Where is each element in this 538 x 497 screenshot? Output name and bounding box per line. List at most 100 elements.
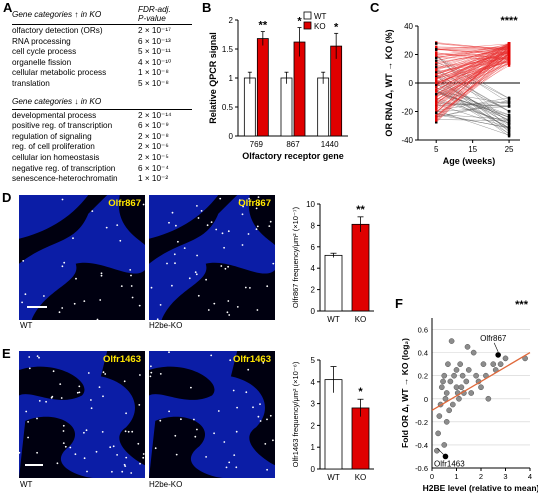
category-name: positive reg. of transcription (12, 121, 113, 131)
significance-stars: **** (501, 15, 519, 27)
start-point (435, 101, 438, 105)
start-point (435, 118, 438, 122)
labeled-cell-dot (264, 443, 267, 445)
scatter-point (473, 372, 479, 379)
scatter-point (443, 390, 450, 396)
labeled-cell-dot (154, 447, 157, 450)
labeled-cell-dot (61, 198, 64, 201)
labeled-cell-dot (175, 224, 177, 227)
increasing-line (436, 50, 510, 107)
increasing-line (436, 60, 510, 87)
start-point (435, 67, 438, 70)
start-point (435, 121, 438, 124)
labeled-cell-dot (257, 415, 260, 418)
increasing-line (436, 53, 510, 96)
labeled-cell-dot (159, 373, 162, 375)
start-point (435, 114, 438, 117)
labeled-cell-dot (105, 226, 108, 229)
category-label: WT (327, 473, 340, 482)
tissue-lumen (149, 416, 225, 478)
labeled-cell-dot (228, 461, 231, 464)
decreasing-line (436, 91, 510, 104)
significance-stars: ** (259, 20, 268, 32)
labeled-cell-dot (266, 468, 268, 471)
labeled-cell-dot (257, 196, 260, 198)
labeled-cell-dot (245, 391, 248, 394)
tissue-lumen (31, 262, 145, 320)
y-tick-label: -40 (401, 136, 413, 145)
labeled-cell-dot (104, 373, 107, 375)
y-tick-label: 2 (311, 421, 316, 430)
labeled-cell-dot (197, 294, 200, 297)
fit-line (431, 352, 531, 411)
tissue-lumen (19, 195, 108, 264)
start-point (435, 83, 438, 86)
labeled-cell-dot (123, 463, 126, 466)
decreasing-point (507, 128, 511, 131)
category-label: KO (355, 473, 367, 482)
olfr1463-ko-image: Olfr1463 (149, 351, 275, 478)
scatter-point (465, 367, 472, 373)
divider (12, 108, 192, 110)
labeled-cell-dot (193, 418, 195, 421)
labeled-cell-dot (241, 244, 244, 246)
labeled-cell-dot (69, 446, 72, 449)
decreasing-point (507, 110, 511, 113)
labeled-cell-dot (159, 304, 162, 306)
category-row: cellular ion homeostasis 2 × 10⁻⁵ (12, 153, 192, 164)
y-tick-label: 0.5 (222, 103, 234, 112)
increasing-line (436, 51, 510, 82)
labeled-cell-dot (228, 314, 231, 316)
increasing-line (436, 60, 510, 83)
category-label: 867 (286, 140, 300, 149)
annotation-leader (437, 448, 444, 455)
labeled-cell-dot (127, 430, 130, 433)
labeled-cell-dot (241, 213, 244, 216)
scatter-point (441, 442, 448, 448)
gene-label: Olfr1463 (232, 354, 271, 365)
category-pvalue: 5 × 10⁻⁸ (138, 78, 169, 88)
decreasing-point (507, 122, 511, 126)
annotation-label: Olfr867 (480, 334, 507, 343)
gene-label: Olfr1463 (102, 354, 141, 365)
start-point (435, 45, 438, 49)
category-name: cellular ion homeostasis (12, 152, 100, 162)
start-point (435, 90, 438, 93)
start-point (435, 62, 438, 65)
wt-caption: WT (20, 321, 33, 330)
olfr867-frequency-chart: 0 2 4 6 8 10 WT KO ** Olfr867 frequency/μm² (×10⁻… (291, 200, 374, 324)
labeled-cell-dot (247, 368, 250, 371)
labeled-cell-dot (28, 356, 31, 358)
scatter-point (458, 384, 465, 391)
labeled-cell-dot (196, 254, 198, 257)
labeled-cell-dot (130, 274, 132, 277)
category-row: negative reg. of transcription 6 × 10⁻⁴ (12, 164, 192, 175)
labeled-cell-dot (256, 309, 259, 311)
decreasing-point (507, 134, 511, 138)
legend-ko-label: KO (314, 22, 326, 31)
increasing-point (507, 49, 511, 52)
labeled-cell-dot (21, 301, 23, 304)
labeled-cell-dot (177, 240, 179, 243)
labeled-cell-dot (174, 262, 176, 265)
increasing-point (507, 45, 511, 49)
labeled-cell-dot (120, 285, 123, 287)
labeled-cell-dot (100, 274, 103, 277)
start-point (435, 117, 438, 120)
labeled-cell-dot (138, 404, 141, 406)
wt-bar (324, 379, 343, 470)
labeled-cell-dot (272, 439, 274, 442)
category-pvalue: 2 × 10⁻¹⁴ (138, 110, 172, 120)
labeled-cell-dot (210, 354, 213, 357)
y-tick-label: -0.4 (415, 441, 428, 450)
labeled-cell-dot (256, 225, 259, 228)
category-row: reg. of cell proliferation 2 × 10⁻⁶ (12, 142, 192, 153)
y-tick-label: 4 (311, 378, 316, 387)
increasing-line (436, 58, 510, 116)
increasing-point (507, 42, 511, 45)
start-point (435, 88, 438, 91)
y-tick-label: 0 (311, 307, 316, 316)
labeled-cell-dot (62, 424, 65, 427)
y-tick-label: 0.6 (418, 326, 428, 335)
labeled-cell-dot (76, 391, 79, 394)
